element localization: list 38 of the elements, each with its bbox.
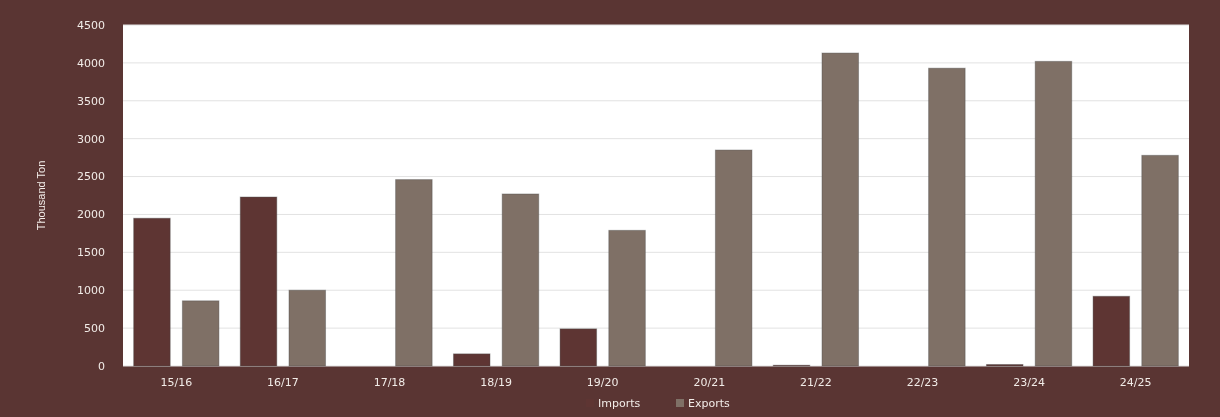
x-tick-label: 21/22 [800, 376, 832, 389]
bar [181, 300, 220, 367]
bar [452, 353, 491, 367]
y-tick-label: 4000 [77, 56, 105, 70]
y-tick-label: 2500 [77, 170, 105, 184]
x-tick-label: 15/16 [160, 376, 193, 389]
y-tick-label: 500 [84, 321, 105, 335]
x-tick-label: 22/23 [906, 376, 939, 389]
x-tick-label: 24/25 [1119, 376, 1152, 389]
y-tick-label: 1000 [77, 284, 105, 298]
x-tick-label: 16/17 [267, 376, 299, 389]
y-tick-label: 2000 [77, 208, 105, 222]
y-tick-label: 3500 [77, 94, 105, 108]
bar [714, 149, 753, 367]
x-tick-label: 23/24 [1013, 376, 1045, 389]
bar [395, 179, 433, 367]
y-axis-title: Thousand Ton [35, 160, 47, 231]
x-tick-label: 18/19 [480, 376, 512, 389]
y-tick-label: 0 [98, 359, 105, 373]
bar [1141, 154, 1179, 367]
text: Imports [598, 397, 641, 410]
y-tick-label: 4500 [77, 18, 105, 32]
bar [239, 196, 278, 367]
x-tick-label: 19/20 [586, 376, 619, 389]
legend-label: Exports [688, 397, 731, 410]
x-tick-label: 20/21 [693, 376, 726, 389]
bar [1092, 295, 1131, 367]
y-tick-label: 3000 [77, 132, 105, 146]
bar [928, 67, 966, 367]
x-tick-label: 17/18 [373, 376, 406, 389]
bar [1034, 60, 1073, 367]
bar [501, 193, 540, 367]
bar [288, 289, 327, 367]
bar [608, 229, 646, 367]
bar [133, 217, 171, 367]
y-tick-label: 1500 [77, 246, 105, 260]
bar [821, 52, 860, 367]
bar [559, 328, 598, 367]
